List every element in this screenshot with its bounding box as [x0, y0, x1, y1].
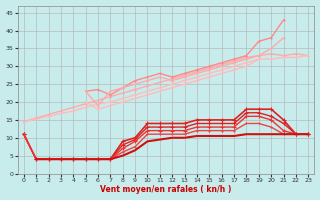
X-axis label: Vent moyen/en rafales ( kn/h ): Vent moyen/en rafales ( kn/h )	[100, 185, 232, 194]
